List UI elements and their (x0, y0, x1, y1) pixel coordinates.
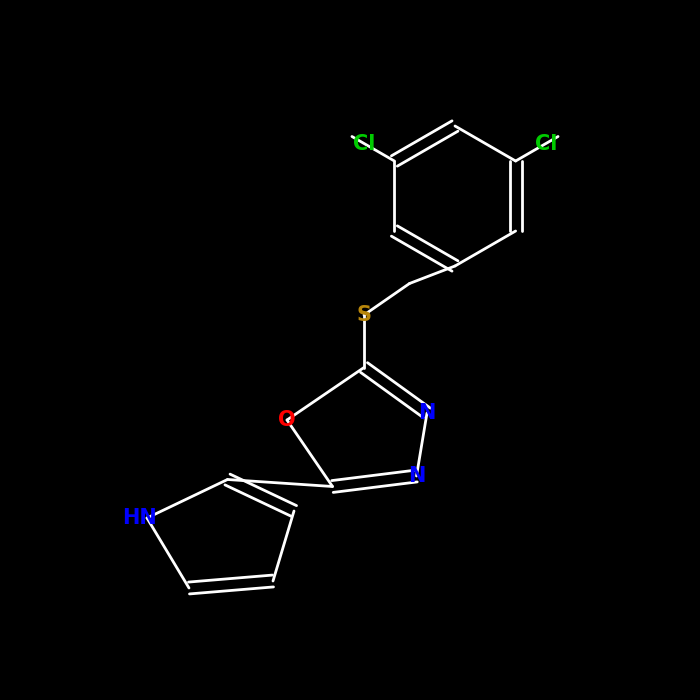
Text: O: O (278, 410, 296, 430)
Text: HN: HN (122, 508, 158, 528)
Text: Cl: Cl (535, 134, 557, 153)
Text: Cl: Cl (353, 134, 375, 153)
Text: S: S (356, 305, 372, 325)
Text: N: N (408, 466, 425, 486)
Text: N: N (419, 403, 435, 423)
